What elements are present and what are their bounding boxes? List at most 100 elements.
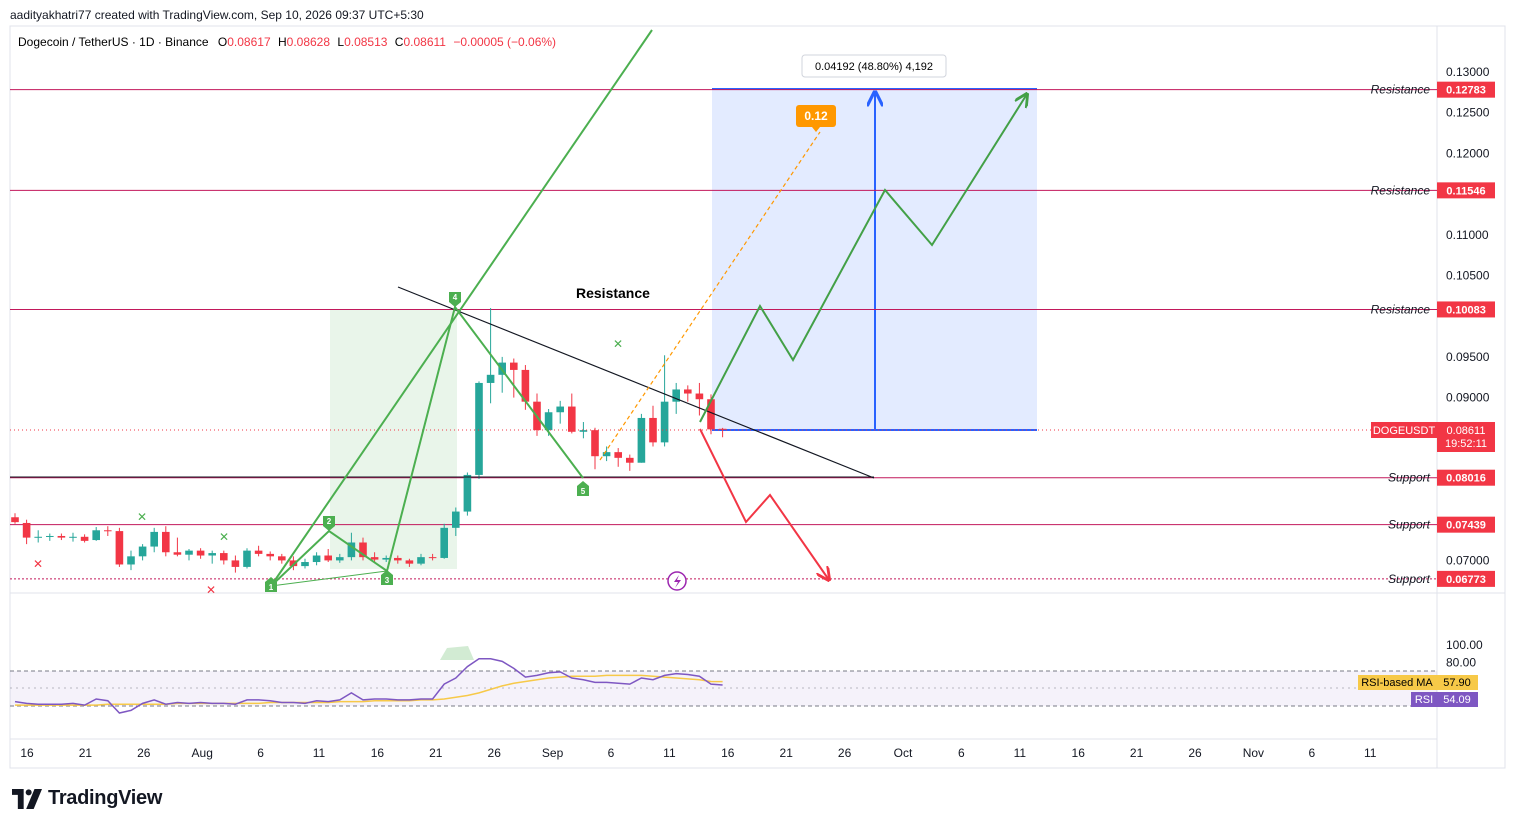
- candle[interactable]: [591, 427, 599, 470]
- bullish-projection[interactable]: [699, 94, 1027, 423]
- candle[interactable]: [417, 553, 425, 566]
- candle[interactable]: [649, 405, 657, 447]
- candle[interactable]: [69, 532, 77, 542]
- symbol-price-tag: [1371, 422, 1437, 438]
- candle[interactable]: [695, 382, 704, 416]
- candle[interactable]: [614, 448, 622, 467]
- candle[interactable]: [208, 550, 216, 564]
- candle[interactable]: [22, 519, 31, 545]
- candle[interactable]: [162, 526, 170, 557]
- candle[interactable]: [336, 553, 344, 563]
- candle[interactable]: [278, 553, 286, 564]
- rsi-value-tag: [1437, 692, 1478, 707]
- price-tick: 0.07000: [1446, 553, 1490, 567]
- level-type-label: Support: [1388, 572, 1431, 586]
- candle[interactable]: [150, 527, 158, 553]
- bearish-projection[interactable]: [699, 428, 829, 580]
- candle[interactable]: [301, 558, 309, 569]
- pattern-base: [270, 570, 388, 587]
- candle[interactable]: [243, 548, 251, 569]
- candle[interactable]: [359, 537, 367, 561]
- pattern-point-marker[interactable]: 2: [323, 516, 335, 531]
- candle[interactable]: [266, 551, 274, 561]
- time-tick: Aug: [192, 746, 213, 760]
- candle-body: [254, 550, 263, 554]
- pattern-point-marker[interactable]: 4: [449, 292, 461, 307]
- candle[interactable]: [440, 523, 448, 559]
- price-tick: 0.09500: [1446, 350, 1490, 364]
- candle[interactable]: [718, 427, 727, 438]
- pattern-point-marker[interactable]: 3: [381, 570, 393, 585]
- level-price: 0.07439: [1446, 520, 1486, 532]
- candle[interactable]: [127, 550, 135, 571]
- buy-cross-icon: ✕: [219, 530, 229, 544]
- candle[interactable]: [104, 526, 112, 536]
- candle[interactable]: [289, 556, 298, 571]
- rsi-overbought-fill: [440, 646, 474, 660]
- candle[interactable]: [556, 400, 564, 424]
- candle[interactable]: [173, 537, 182, 557]
- candle[interactable]: [684, 385, 692, 402]
- candle-body: [370, 557, 379, 560]
- candle[interactable]: [324, 549, 332, 563]
- candle[interactable]: [34, 530, 42, 543]
- candle-body: [57, 535, 66, 538]
- candle[interactable]: [428, 553, 437, 561]
- order-badge[interactable]: [796, 105, 836, 127]
- candle[interactable]: [312, 552, 321, 566]
- candle[interactable]: [57, 533, 66, 541]
- candle[interactable]: [231, 555, 240, 573]
- candle[interactable]: [626, 454, 634, 471]
- candle-body: [162, 531, 170, 553]
- candle-body: [452, 511, 460, 528]
- candle[interactable]: [579, 422, 588, 439]
- candle[interactable]: [394, 555, 402, 564]
- buy-cross-icon: ✕: [613, 337, 623, 351]
- candle[interactable]: [46, 533, 54, 541]
- candle[interactable]: [11, 513, 19, 524]
- pattern-point-label: 1: [269, 583, 274, 592]
- candle[interactable]: [475, 381, 483, 479]
- time-tick: 26: [488, 746, 502, 760]
- candle-body: [80, 536, 89, 541]
- price-tick: 0.12000: [1446, 146, 1490, 160]
- time-tick: 21: [780, 746, 794, 760]
- candle[interactable]: [568, 393, 576, 434]
- candle[interactable]: [254, 545, 263, 557]
- rsi-value: 54.09: [1443, 694, 1471, 706]
- candle[interactable]: [660, 355, 669, 447]
- candle-body: [173, 552, 182, 555]
- level-price-tag: [1437, 301, 1495, 318]
- candle-body: [104, 530, 112, 532]
- brand-logo[interactable]: TradingView: [12, 787, 162, 810]
- time-tick: 6: [257, 746, 264, 760]
- candle[interactable]: [115, 527, 124, 567]
- descending-trendline[interactable]: [397, 286, 875, 479]
- candle-body: [289, 560, 298, 567]
- rsi-ma-line: [15, 674, 723, 706]
- pattern-point-label: 4: [453, 293, 458, 302]
- candle[interactable]: [405, 558, 414, 567]
- countdown: 19:52:11: [1445, 438, 1487, 450]
- candle-body: [637, 417, 646, 463]
- candle[interactable]: [452, 507, 460, 536]
- candle-body: [185, 550, 193, 555]
- candle[interactable]: [92, 527, 100, 541]
- candle[interactable]: [196, 548, 205, 559]
- pattern-point-marker[interactable]: 1: [265, 577, 277, 592]
- candle[interactable]: [220, 550, 228, 565]
- candle[interactable]: [80, 534, 89, 543]
- candle[interactable]: [138, 544, 147, 561]
- logo-text: TradingView: [48, 787, 163, 809]
- candle[interactable]: [637, 413, 646, 463]
- candle[interactable]: [370, 552, 379, 563]
- pattern-point-marker[interactable]: 5: [577, 481, 589, 496]
- candle[interactable]: [463, 472, 472, 516]
- candle[interactable]: [510, 358, 518, 398]
- candle[interactable]: [602, 446, 611, 462]
- candle[interactable]: [382, 555, 390, 563]
- current-price: 0.08611: [1447, 425, 1486, 437]
- candle[interactable]: [185, 549, 193, 561]
- candle-body: [11, 517, 19, 523]
